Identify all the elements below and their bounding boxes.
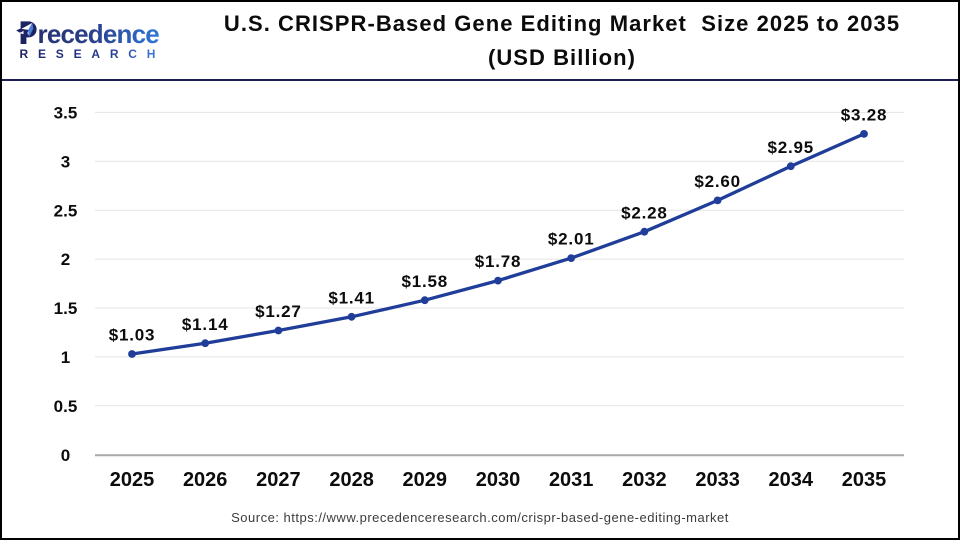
svg-text:3.5: 3.5 [54, 104, 78, 123]
svg-text:$2.01: $2.01 [548, 230, 595, 249]
svg-text:2028: 2028 [329, 469, 374, 491]
svg-text:$2.95: $2.95 [768, 138, 815, 157]
svg-text:2: 2 [61, 250, 70, 269]
svg-text:1: 1 [61, 348, 70, 367]
svg-text:$1.58: $1.58 [402, 272, 449, 291]
svg-text:2031: 2031 [549, 469, 594, 491]
svg-text:2029: 2029 [403, 469, 448, 491]
svg-text:2030: 2030 [476, 469, 521, 491]
svg-text:0: 0 [61, 446, 70, 465]
svg-text:$2.60: $2.60 [694, 172, 741, 191]
svg-text:$1.41: $1.41 [328, 288, 375, 307]
svg-text:0.5: 0.5 [54, 397, 78, 416]
svg-text:1.5: 1.5 [54, 299, 78, 318]
svg-text:$1.14: $1.14 [182, 315, 229, 334]
svg-text:$1.03: $1.03 [109, 326, 156, 345]
svg-text:$1.78: $1.78 [475, 252, 522, 271]
svg-text:$1.27: $1.27 [255, 302, 302, 321]
svg-text:2025: 2025 [110, 469, 155, 491]
svg-text:2027: 2027 [256, 469, 301, 491]
svg-text:3: 3 [61, 152, 70, 171]
svg-text:2034: 2034 [769, 469, 814, 491]
svg-text:$3.28: $3.28 [841, 106, 888, 125]
svg-text:2.5: 2.5 [54, 201, 78, 220]
svg-text:2026: 2026 [183, 469, 228, 491]
svg-text:$2.28: $2.28 [621, 203, 668, 222]
svg-text:2033: 2033 [695, 469, 740, 491]
svg-text:2035: 2035 [842, 469, 887, 491]
svg-text:2032: 2032 [622, 469, 667, 491]
